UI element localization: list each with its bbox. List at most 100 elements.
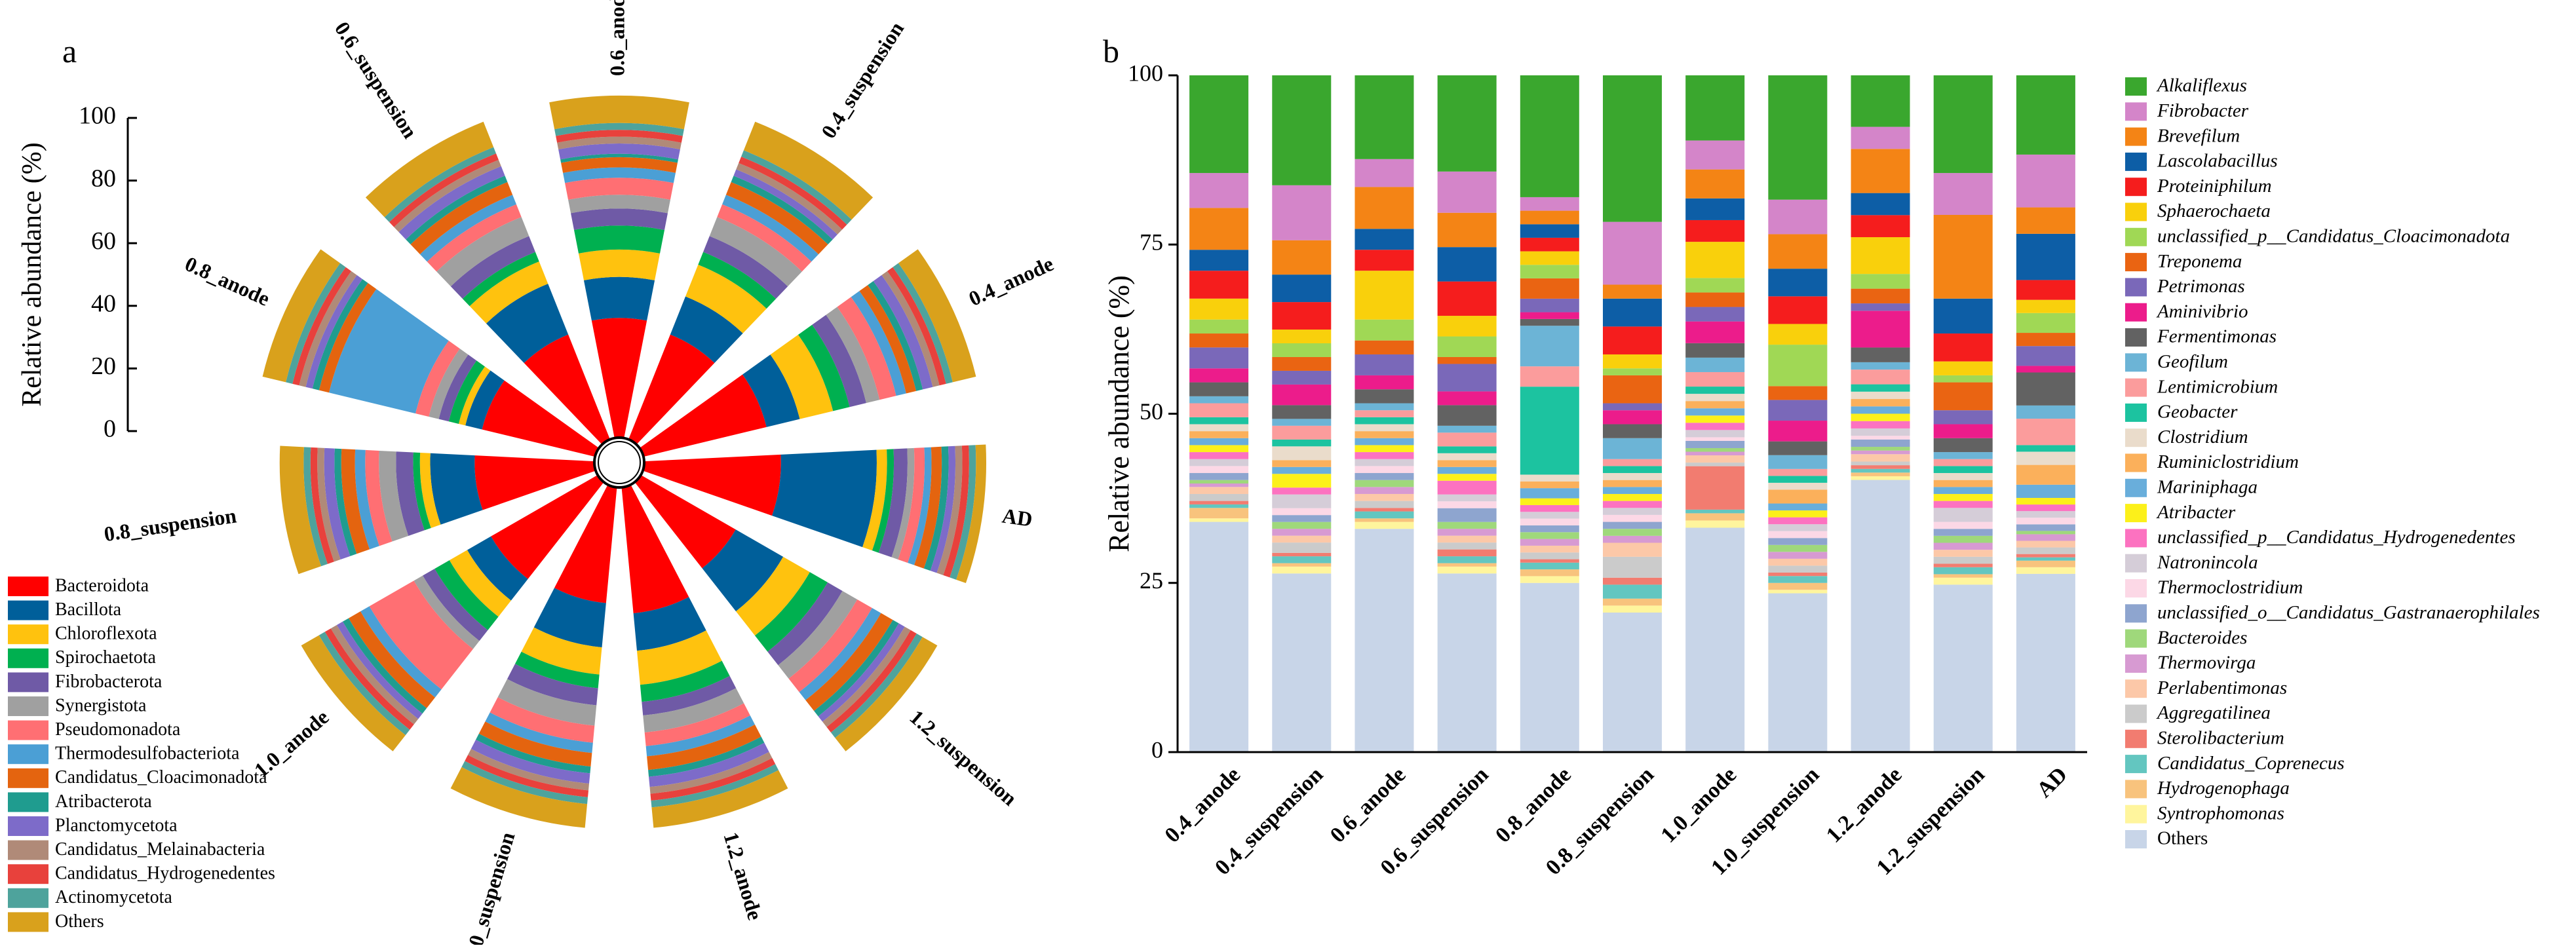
bar-segment-1-0-anode-unclassified-p-candidatus-hydrogenedentes <box>1685 423 1745 430</box>
legend-swatch-candidatus-melainabacteria <box>8 840 48 860</box>
bar-segment-0-8-anode-proteiniphilum <box>1520 237 1579 252</box>
bar-segment-1-0-suspension-lascolabacillus <box>1768 269 1828 297</box>
legend-item-synergistota: Synergistota <box>8 695 147 716</box>
radial-segment-1-0-suspension-thermodesulfobacteriota <box>485 712 593 753</box>
bar-segment-0-4-anode-fermentimonas <box>1189 382 1249 396</box>
radial-segment-0-4-anode-atribacterota <box>868 280 923 391</box>
bar-segment-0-6-anode-unclassified-p-candidatus-cloacimonadota <box>1355 319 1414 341</box>
bar-segment-0-4-suspension-geobacter <box>1272 439 1332 447</box>
bar-segment-1-2-suspension-unclassified-p-candidatus-hydrogenedentes <box>1933 501 1993 508</box>
legend-swatch-planctomycetota <box>8 816 48 836</box>
radial-segment-0-4-suspension-pseudomonadota <box>717 204 812 272</box>
bar-segment-1-2-suspension-treponema <box>1933 382 1993 411</box>
bar-segment-0-6-anode-sterolibacterium <box>1355 508 1414 512</box>
legend-swatch-thermodesulfobacteriota <box>8 744 48 765</box>
bar-segment-0-6-anode-aggregatilinea <box>1355 501 1414 508</box>
radial-segment-1-0-anode-candidatus-melainabacteria <box>330 624 419 725</box>
bar-segment-1-2-suspension-atribacter <box>1933 493 1993 501</box>
bar-segment-0-8-suspension-geobacter <box>1603 466 1662 474</box>
bar-segment-1-0-anode-candidatus-coprenecus <box>1685 509 1745 514</box>
radial-segment-1-2-suspension-actinomycetota <box>830 634 923 738</box>
legend-label-aggregatilinea: Aggregatilinea <box>2156 702 2271 723</box>
bar-segment-0-4-anode-atribacter <box>1189 445 1249 453</box>
legend-swatch-unclassified-p-candidatus-hydrogenedentes <box>2125 529 2147 548</box>
radial-segment-1-2-anode-chloroflexota <box>636 630 722 685</box>
legend-item-natronincola: Natronincola <box>2125 552 2258 573</box>
radial-segment-0-6-anode-chloroflexota <box>578 249 661 280</box>
bar-segment-1-2-suspension-unclassified-p-candidatus-cloacimonadota <box>1933 375 1993 383</box>
legend-label-actinomycetota: Actinomycetota <box>55 887 172 907</box>
bar-1-0-anode <box>1685 75 1745 752</box>
radial-segment-0-6-suspension-candidatus-cloacimonadota <box>410 181 513 255</box>
legend-item-unclassified-o-candidatus-gastranaerophilales: unclassified_o__Candidatus_Gastranaeroph… <box>2125 602 2540 623</box>
bar-segment-0-4-suspension-aggregatilinea <box>1272 542 1332 553</box>
bar-segment-1-2-suspension-sphaerochaeta <box>1933 361 1993 375</box>
radial-segment-0-8-anode-planctomycetota <box>305 275 363 389</box>
bar-segment-1-2-anode-unclassified-o-candidatus-gastranaerophilales <box>1851 439 1910 447</box>
bar-segment-0-8-suspension-thermovirga <box>1603 535 1662 543</box>
bar-segment-0-4-suspension-atribacter <box>1272 474 1332 488</box>
bar-segment-0-4-suspension-fermentimonas <box>1272 405 1332 419</box>
bar-segment-0-8-suspension-mariniphaga <box>1603 487 1662 494</box>
bar-segment-0-8-suspension-hydrogenophaga <box>1603 598 1662 606</box>
radial-segment-1-2-suspension-candidatus-melainabacteria <box>822 626 911 727</box>
bar-segment-ad-natronincola <box>2016 511 2075 518</box>
bar-segment-0-8-suspension-lentimicrobium <box>1603 459 1662 466</box>
bar-segment-0-8-anode-sphaerochaeta <box>1520 251 1579 265</box>
bar-segment-1-0-anode-unclassified-p-candidatus-cloacimonadota <box>1685 278 1745 293</box>
radial-segment-0-4-anode-planctomycetota <box>873 275 933 390</box>
radial-segment-0-4-anode-synergistota <box>826 307 880 404</box>
legend-item-candidatus-hydrogenedentes: Candidatus_Hydrogenedentes <box>8 863 275 884</box>
bar-segment-ad-syntrophomonas <box>2016 567 2075 574</box>
bar-segment-0-6-suspension-ruminiclostridium <box>1437 460 1497 467</box>
radial-bar-0-6-suspension <box>365 121 610 445</box>
x-tick-label-1-0-anode: 1.0_anode <box>1657 763 1742 848</box>
bar-segment-0-8-suspension-alkaliflexus <box>1603 75 1662 222</box>
radial-segment-0-8-suspension-thermodesulfobacteriota <box>355 449 379 550</box>
bar-segment-0-4-suspension-sterolibacterium <box>1272 552 1332 557</box>
legend-item-perlabentimonas: Perlabentimonas <box>2125 677 2287 698</box>
legend-item-unclassified-p-candidatus-cloacimonadota: unclassified_p__Candidatus_Cloacimonadot… <box>2125 225 2510 246</box>
legend-label-thermodesulfobacteriota: Thermodesulfobacteriota <box>55 744 240 764</box>
bar-segment-0-8-suspension-geofilum <box>1603 438 1662 459</box>
radial-segment-ad-candidatus-cloacimonadota <box>914 446 942 569</box>
bar-segment-0-8-suspension-candidatus-coprenecus <box>1603 584 1662 599</box>
legend-item-pseudomonadota: Pseudomonadota <box>8 719 181 740</box>
bar-segment-0-4-anode-unclassified-p-candidatus-hydrogenedentes <box>1189 452 1249 459</box>
bar-segment-0-6-suspension-sphaerochaeta <box>1437 316 1497 337</box>
bar-segment-0-6-suspension-fibrobacter <box>1437 171 1497 213</box>
radial-segment-1-0-anode-candidatus-cloacimonadota <box>348 611 435 709</box>
bar-segment-ad-perlabentimonas <box>2016 540 2075 548</box>
radial-segment-0-4-suspension-bacteroidota <box>628 334 715 445</box>
radial-segment-0-4-suspension-candidatus-hydrogenedentes <box>739 157 847 230</box>
legend-label-unclassified-o-candidatus-gastranaerophilales: unclassified_o__Candidatus_Gastranaeroph… <box>2157 602 2540 623</box>
bar-segment-0-8-anode-bacteroides <box>1520 532 1579 539</box>
bar-1-2-suspension <box>1933 75 1993 752</box>
radial-segment-1-0-suspension-bacteroidota <box>554 484 617 603</box>
legend-swatch-geofilum <box>2125 353 2147 372</box>
bar-segment-0-4-suspension-unclassified-p-candidatus-cloacimonadota <box>1272 343 1332 357</box>
bar-segment-0-6-suspension-candidatus-coprenecus <box>1437 556 1497 563</box>
legend-swatch-mariniphaga <box>2125 478 2147 497</box>
y-tick-label: 25 <box>1140 567 1163 594</box>
radial-segment-0-6-suspension-pseudomonadota <box>427 204 522 272</box>
legend-label-lascolabacillus: Lascolabacillus <box>2157 151 2278 172</box>
radial-segment-ad-actinomycetota <box>950 445 976 580</box>
legend-label-sterolibacterium: Sterolibacterium <box>2157 727 2284 748</box>
bar-segment-0-4-anode-brevefilum <box>1189 208 1249 250</box>
legend-label-bacteroidota: Bacteroidota <box>55 575 149 596</box>
radial-segment-0-4-anode-others <box>898 249 976 383</box>
radial-segment-1-2-anode-actinomycetota <box>651 764 779 808</box>
radial-segment-0-8-suspension-candidatus-cloacimonadota <box>341 449 370 554</box>
legend-item-aggregatilinea: Aggregatilinea <box>2125 702 2271 723</box>
legend-swatch-others <box>8 912 48 932</box>
bar-segment-1-2-anode-brevefilum <box>1851 149 1910 193</box>
radial-segment-0-8-anode-others <box>262 249 341 383</box>
bar-segment-0-8-anode-natronincola <box>1520 512 1579 519</box>
legend-swatch-petrimonas <box>2125 278 2147 297</box>
legend-label-others: Others <box>55 911 104 932</box>
radial-segment-1-0-anode-bacillota <box>467 536 528 601</box>
bar-segment-0-4-suspension-fibrobacter <box>1272 185 1332 240</box>
bar-segment-0-6-suspension-unclassified-p-candidatus-cloacimonadota <box>1437 336 1497 357</box>
bar-segment-1-2-anode-fibrobacter <box>1851 126 1910 149</box>
